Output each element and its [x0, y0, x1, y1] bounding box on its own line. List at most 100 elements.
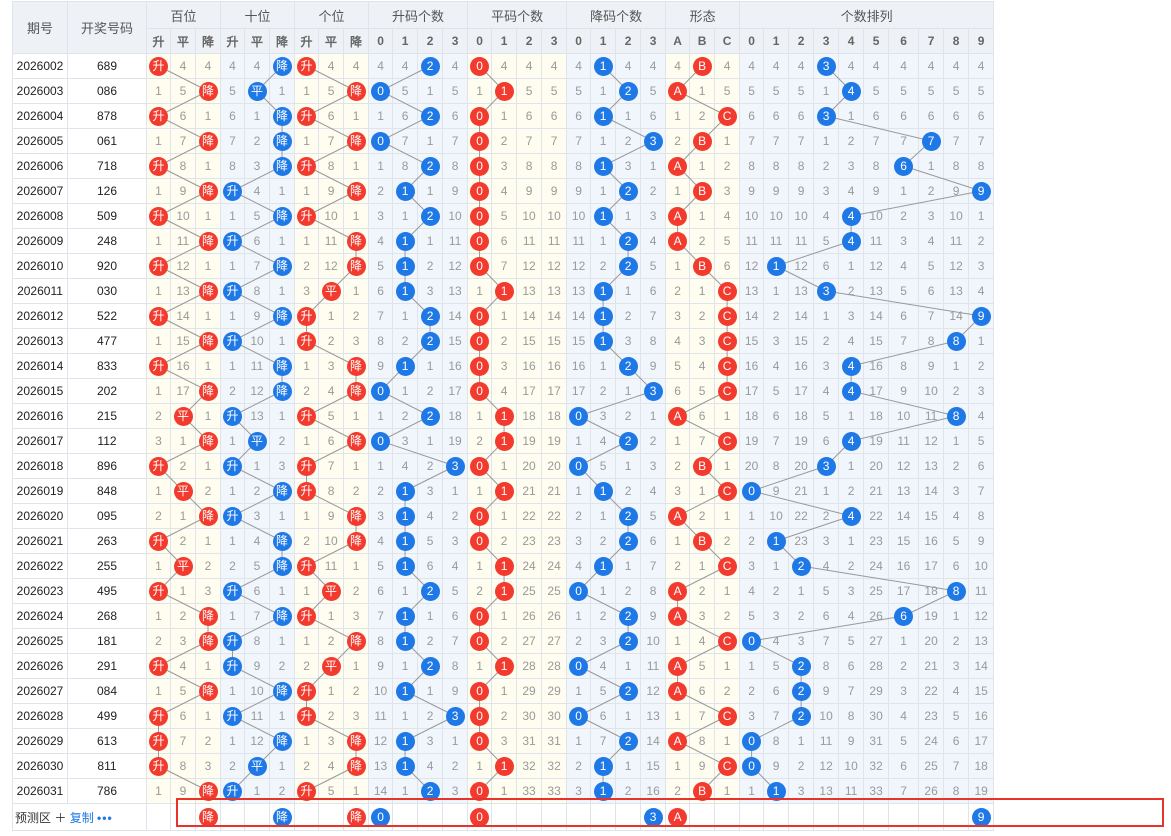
trend-ball: 降 [198, 131, 218, 151]
trend-ball: 平 [321, 656, 341, 676]
prediction-cell-7-4[interactable] [838, 803, 865, 831]
trend-ball: 降 [198, 381, 218, 401]
cell-6-2: 2 [714, 528, 741, 554]
prediction-cell-0-1[interactable] [170, 803, 196, 831]
prediction-cell-7-2[interactable] [788, 803, 815, 831]
cell-1-1: 13 [244, 403, 271, 429]
cell-4-3: 5 [541, 78, 568, 104]
prediction-cell-4-3[interactable] [541, 803, 568, 831]
prediction-cell-7-9[interactable]: 9 [968, 803, 995, 831]
cell-7-8: 8 [943, 778, 970, 804]
prediction-cell-6-2[interactable] [714, 803, 741, 831]
cell-6-0: 2 [665, 453, 691, 479]
prediction-cell-5-0[interactable] [566, 803, 592, 831]
prediction-cell-7-3[interactable] [813, 803, 840, 831]
add-icon[interactable]: ＋ [51, 810, 70, 825]
prediction-ball[interactable]: 3 [643, 807, 663, 827]
prediction-cell-2-0[interactable] [294, 803, 320, 831]
prediction-cell-3-2[interactable] [417, 803, 444, 831]
cell-7-1: 9 [763, 178, 790, 204]
subheader-7-6: 6 [888, 28, 920, 54]
prediction-cell-1-2[interactable]: 降 [269, 803, 296, 831]
prediction-cell-4-0[interactable]: 0 [467, 803, 493, 831]
cell-7-7: 10 [918, 378, 945, 404]
cell-7-2: 2 [788, 703, 815, 729]
cell-5-3: 9 [640, 603, 667, 629]
cell-3-0: 1 [368, 103, 394, 129]
prediction-cell-3-3[interactable] [442, 803, 469, 831]
prediction-cell-2-1[interactable] [318, 803, 345, 831]
prediction-cell-3-1[interactable] [392, 803, 419, 831]
cell-7-2: 16 [788, 353, 815, 379]
count-ball: 4 [841, 356, 861, 376]
cell-7-8: 2 [943, 628, 970, 654]
cell-1-0: 升 [220, 653, 246, 679]
count-ball: 0 [742, 481, 762, 501]
cell-7-6: 16 [888, 553, 920, 579]
trend-ball: 降 [346, 631, 366, 651]
prediction-cell-1-0[interactable] [220, 803, 246, 831]
trend-ball: 降 [272, 481, 292, 501]
cell-0-1: 5 [170, 678, 196, 704]
subheader-2-0: 升 [294, 28, 320, 54]
prediction-ball[interactable]: 降 [198, 807, 218, 827]
cell-5-0: 8 [566, 153, 592, 179]
prediction-cell-4-2[interactable] [516, 803, 543, 831]
prediction-cell-7-8[interactable] [943, 803, 970, 831]
prediction-cell-5-3[interactable]: 3 [640, 803, 667, 831]
cell-6-1: 9 [689, 753, 716, 779]
cell-0-1: 8 [170, 153, 196, 179]
count-ball: 9 [971, 306, 991, 326]
prediction-cell-0-2[interactable]: 降 [194, 803, 222, 831]
cell-4-1: 2 [491, 328, 518, 354]
prediction-cell-7-1[interactable] [763, 803, 790, 831]
trend-ball: 升 [223, 581, 243, 601]
cell-6-2: C [714, 378, 741, 404]
trend-ball: 降 [346, 131, 366, 151]
trend-ball: 平 [247, 431, 267, 451]
prediction-cell-0-0[interactable] [146, 803, 171, 831]
prediction-cell-6-0[interactable]: A [665, 803, 691, 831]
prediction-ball[interactable]: 降 [346, 807, 366, 827]
cell-0-2: 降 [194, 378, 222, 404]
prediction-cell-7-6[interactable] [888, 803, 920, 831]
count-ball: 3 [445, 456, 465, 476]
prediction-cell-1-1[interactable] [244, 803, 271, 831]
cell-3-0: 3 [368, 203, 394, 229]
prediction-ball[interactable]: A [668, 807, 688, 827]
prediction-ball[interactable]: 9 [971, 807, 991, 827]
table-row: 2026024 268 1 2 降 1 7 降升 1 3 7 1 1 6 0 1 26 26 1 2 2 9 A 3 2 5 3 2 6… [12, 603, 995, 629]
prediction-cell-3-0[interactable]: 0 [368, 803, 394, 831]
prediction-cell-7-0[interactable] [739, 803, 765, 831]
prediction-ball[interactable]: 0 [470, 807, 490, 827]
prediction-cell-5-1[interactable] [590, 803, 617, 831]
cell-4-3: 27 [541, 628, 568, 654]
cell-7-8: 11 [943, 228, 970, 254]
cell-6-0: 1 [665, 628, 691, 654]
cell-7-9: 5 [968, 428, 995, 454]
cell-5-2: 1 [615, 753, 642, 779]
prediction-ball[interactable]: 0 [371, 807, 391, 827]
count-ball: 4 [841, 231, 861, 251]
prediction-cell-4-1[interactable] [491, 803, 518, 831]
cell-7-2: 14 [788, 303, 815, 329]
cell-6-0: 1 [665, 528, 691, 554]
prediction-cell-5-2[interactable] [615, 803, 642, 831]
more-icon[interactable]: ••• [97, 810, 113, 825]
count-ball: 0 [470, 256, 490, 276]
trend-ball: 平 [173, 556, 193, 576]
cell-4-0: 0 [467, 303, 493, 329]
prediction-cell-6-1[interactable] [689, 803, 716, 831]
cell-6-0: A [665, 228, 691, 254]
cell-0-2: 1 [194, 403, 222, 429]
prediction-cell-7-7[interactable] [918, 803, 945, 831]
prediction-cell-7-5[interactable] [863, 803, 890, 831]
issue-cell: 2026027 [12, 678, 68, 704]
trend-ball: 降 [346, 356, 366, 376]
prediction-cell-2-2[interactable]: 降 [343, 803, 370, 831]
trend-ball: 降 [272, 206, 292, 226]
table-row: 2026021 263 升 2 1 1 4 降 2 10 降 4 1 5 3 0 2 23 23 3 2 2 6 1 B 2 2 1 2… [12, 528, 995, 554]
prediction-ball[interactable]: 降 [272, 807, 292, 827]
copy-button[interactable]: 复制 [69, 810, 94, 825]
cell-2-2: 2 [343, 678, 370, 704]
